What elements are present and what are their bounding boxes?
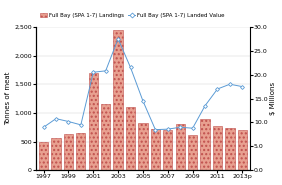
Bar [151,129,160,170]
Bar [101,104,110,170]
Bar [89,73,98,170]
Legend: Full Bay (SPA 1-7) Landings, Full Bay (SPA 1-7) Landed Value: Full Bay (SPA 1-7) Landings, Full Bay (S… [38,11,226,20]
Bar [201,119,210,170]
Bar [64,134,73,170]
Bar [113,30,123,170]
Bar [126,107,135,170]
Bar [188,135,197,170]
Y-axis label: $ Millions: $ Millions [270,82,276,115]
Bar [225,128,235,170]
Y-axis label: Tonnes of meat: Tonnes of meat [6,72,12,125]
Bar [213,126,222,170]
Bar [76,133,85,170]
Bar [163,130,172,170]
Bar [138,123,147,170]
Bar [39,142,48,170]
Bar [238,130,247,170]
Bar [51,138,61,170]
Bar [175,124,185,170]
